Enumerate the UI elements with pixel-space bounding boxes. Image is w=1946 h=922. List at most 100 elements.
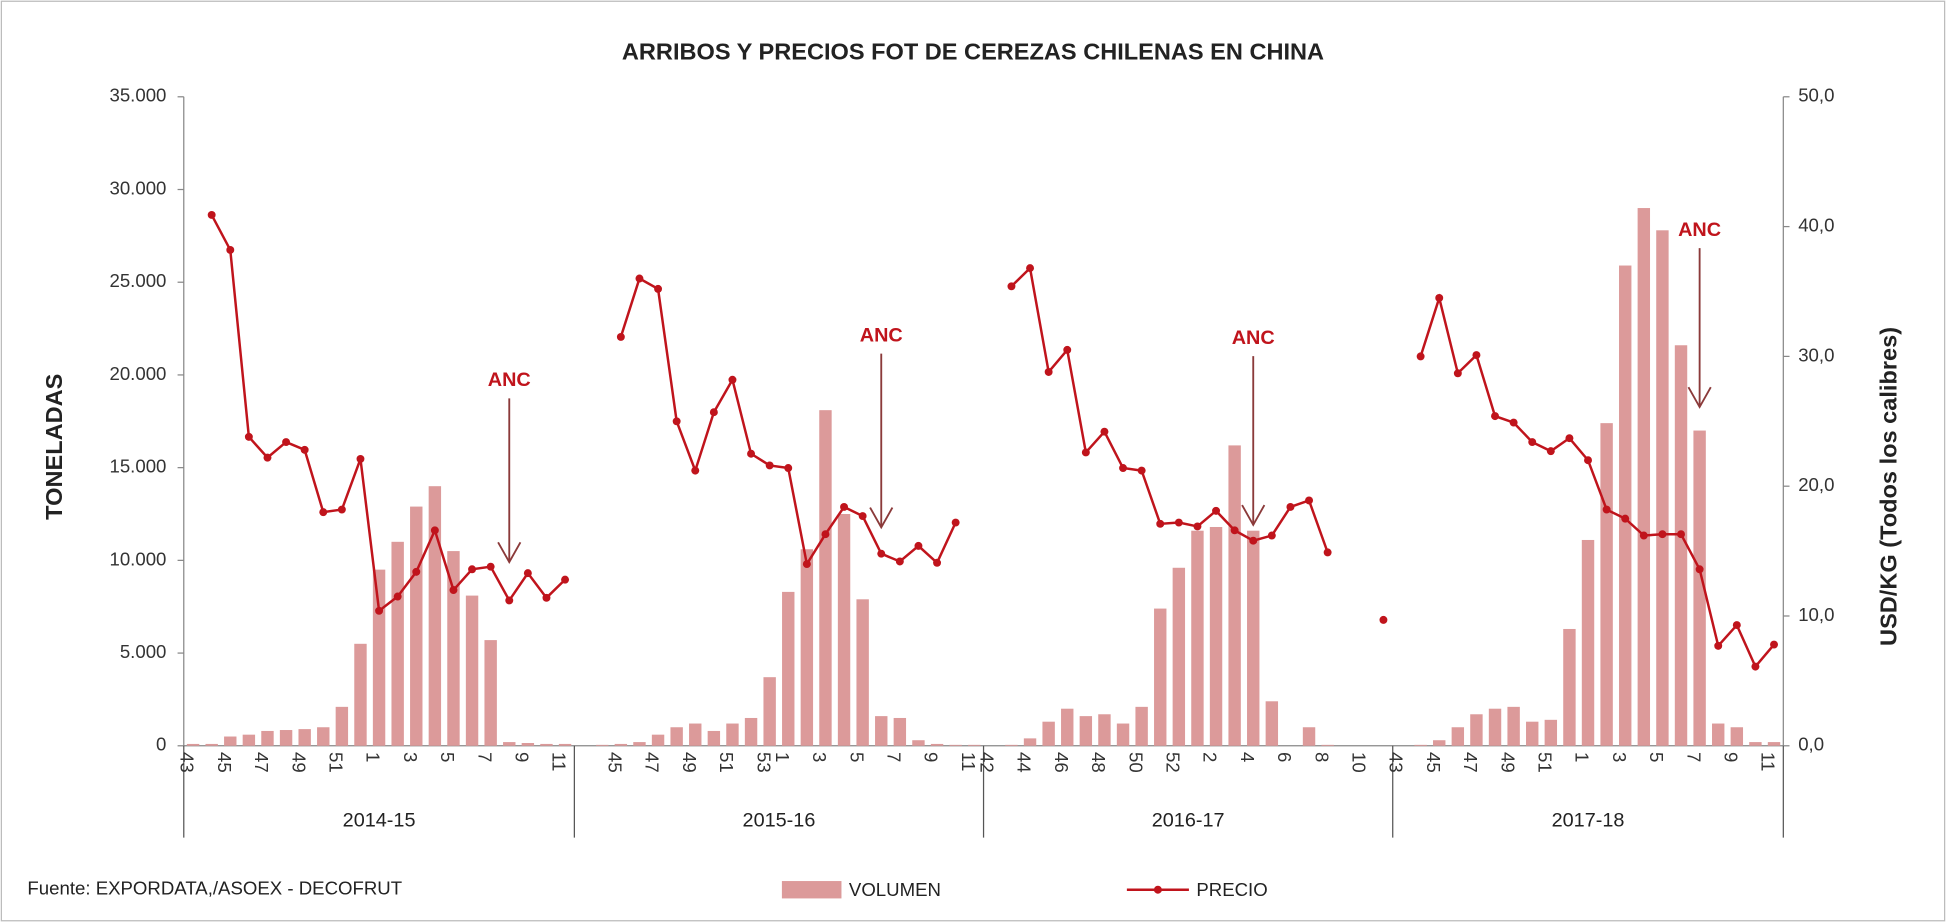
volume-bar	[614, 743, 628, 746]
price-marker	[356, 454, 365, 463]
price-marker	[1621, 514, 1630, 523]
price-marker	[747, 449, 756, 458]
price-marker	[1770, 640, 1778, 649]
price-marker	[1546, 447, 1555, 456]
legend-label: PRECIO	[1196, 879, 1267, 900]
annotation-arrowhead	[1687, 386, 1712, 409]
x-tick-label: 47	[642, 752, 663, 773]
volume-bar	[521, 743, 535, 746]
x-tick-label: 43	[1386, 752, 1407, 773]
x-tick-label: 8	[1311, 752, 1332, 762]
x-tick-label: 3	[400, 752, 421, 762]
volume-bar	[1451, 727, 1465, 746]
price-marker	[1435, 294, 1444, 302]
volume-bar	[1563, 628, 1576, 746]
y-tick-label: 35.000	[109, 85, 166, 106]
y2-tick-label: 0,0	[1798, 734, 1824, 755]
volume-bar	[465, 595, 479, 746]
price-marker	[1677, 530, 1685, 539]
group-label: 2015-16	[743, 810, 816, 832]
volume-bar	[1749, 742, 1762, 746]
y-tick-label: 20.000	[109, 363, 166, 384]
price-marker	[468, 565, 477, 574]
price-marker	[914, 541, 923, 550]
legend-label: VOLUMEN	[849, 879, 941, 900]
price-marker	[709, 408, 718, 417]
volume-bar	[354, 643, 367, 746]
y2-tick-label: 10,0	[1798, 604, 1834, 625]
price-marker	[654, 284, 663, 293]
volume-bar	[1730, 727, 1744, 746]
x-tick-label: 11	[1758, 752, 1779, 771]
price-marker	[1007, 282, 1016, 291]
x-tick-label: 7	[1683, 752, 1704, 762]
x-tick-label: 7	[883, 752, 904, 762]
price-marker	[1602, 505, 1611, 514]
volume-bar	[856, 599, 869, 746]
price-marker	[672, 417, 681, 426]
volume-bar	[763, 677, 776, 746]
price-marker	[561, 575, 570, 584]
group-label: 2016-17	[1152, 810, 1225, 832]
y2-tick-label: 30,0	[1798, 344, 1834, 365]
volume-bar	[744, 717, 758, 746]
source-note: Fuente: EXPORDATA,/ASOEX - DECOFRUT	[27, 878, 402, 899]
price-marker	[1509, 418, 1518, 427]
price-marker	[1249, 536, 1258, 545]
annotation: ANC	[860, 325, 903, 347]
price-line	[1010, 265, 1329, 553]
price-marker	[1584, 456, 1592, 465]
x-tick-label: 51	[1534, 752, 1555, 773]
x-tick-label: 51	[326, 752, 347, 773]
volume-bar	[968, 744, 981, 746]
price-marker	[691, 466, 700, 475]
y-tick-label: 15.000	[109, 456, 166, 477]
volume-bar	[1172, 567, 1186, 746]
y-tick-label: 0	[156, 734, 166, 755]
price-marker	[486, 562, 495, 571]
group-label: 2017-18	[1552, 810, 1625, 832]
volume-bar	[1433, 740, 1446, 746]
price-marker	[1100, 427, 1109, 436]
price-marker	[1695, 565, 1704, 574]
x-tick-label: 47	[251, 752, 272, 773]
x-tick-label: 44	[1014, 752, 1035, 773]
volume-bar	[1693, 430, 1706, 746]
y-tick-label: 5.000	[120, 641, 167, 662]
price-marker	[1156, 519, 1165, 528]
x-tick-label: 11	[958, 752, 979, 771]
group-label: 2014-15	[343, 810, 416, 832]
price-marker	[1491, 412, 1499, 421]
price-marker	[430, 526, 439, 535]
volume-bar	[1581, 539, 1595, 746]
annotation: ANC	[1678, 219, 1721, 241]
volume-bar	[298, 729, 311, 746]
price-marker	[1323, 548, 1332, 557]
price-marker	[821, 530, 830, 539]
x-tick-label: 49	[288, 752, 309, 773]
volume-bar	[596, 744, 609, 746]
volume-bar	[782, 591, 795, 746]
x-tick-label: 1	[1572, 752, 1593, 762]
price-marker	[1026, 264, 1035, 273]
x-tick-label: 3	[809, 752, 830, 762]
x-tick-label: 2	[1200, 752, 1221, 762]
volume-bar	[279, 730, 293, 746]
price-marker	[244, 432, 253, 441]
price-marker	[1119, 464, 1128, 472]
volume-bar	[205, 743, 218, 746]
price-marker	[505, 596, 514, 605]
price-marker	[412, 567, 421, 576]
x-tick-label: 45	[214, 752, 235, 773]
volume-bar	[1042, 721, 1055, 746]
x-tick-label: 46	[1051, 752, 1072, 773]
volume-bar	[1247, 530, 1260, 746]
volume-bar	[1005, 744, 1018, 746]
volume-bar	[1656, 230, 1669, 746]
price-marker	[1267, 531, 1276, 540]
volume-bar	[1265, 701, 1279, 746]
annotation: ANC	[488, 369, 531, 391]
chart-title: ARRIBOS Y PRECIOS FOT DE CEREZAS CHILENA…	[622, 39, 1324, 65]
volume-bar	[1507, 706, 1520, 746]
